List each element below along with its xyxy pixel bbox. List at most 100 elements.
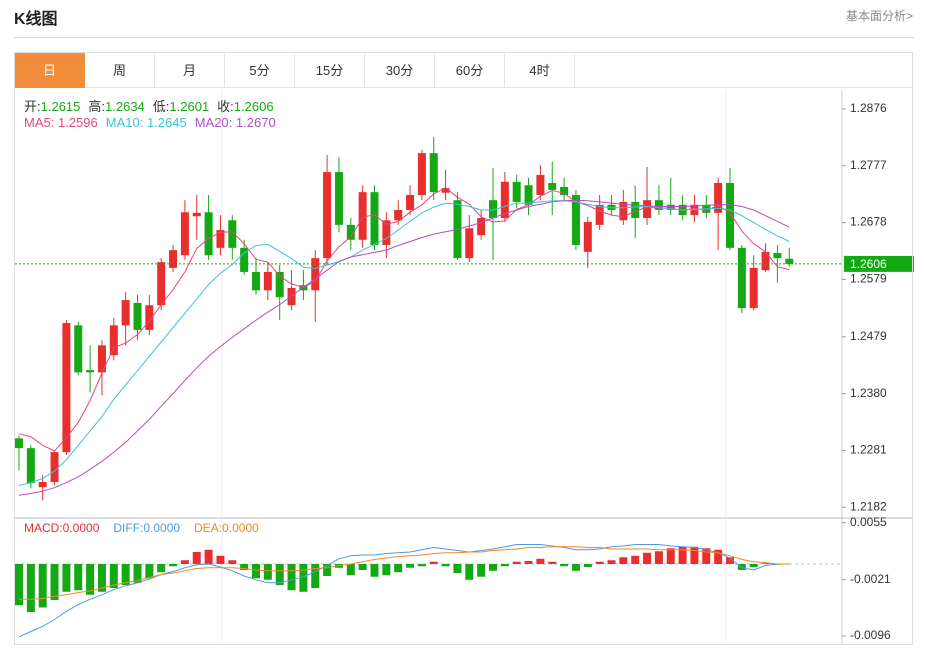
macd-legend-value: 0.0000 xyxy=(62,521,100,535)
period-tab[interactable]: 周 xyxy=(85,53,155,88)
macd-bar xyxy=(26,564,35,612)
candle-body xyxy=(192,212,201,217)
macd-bar xyxy=(453,564,462,573)
ohlc-name: 收: xyxy=(217,99,234,114)
macd-bar xyxy=(62,564,71,592)
ohlc-name: 开: xyxy=(24,99,41,114)
candle-body xyxy=(595,204,604,225)
macd-bar xyxy=(263,564,272,580)
page-title: K线图 xyxy=(14,11,58,28)
period-tab[interactable]: 30分 xyxy=(365,53,435,88)
macd-legend-item: MACD:0.0000 xyxy=(24,521,99,535)
ma-legend: MA5: 1.2596 MA10: 1.2645 MA20: 1.2670 xyxy=(24,115,276,130)
y-tick-label: 1.2579 xyxy=(850,272,887,286)
candle-body xyxy=(50,452,59,482)
ohlc-value: 1.2601 xyxy=(169,99,210,114)
period-tab[interactable]: 月 xyxy=(155,53,225,88)
last-price-tag xyxy=(844,255,914,272)
ma-name: MA5: xyxy=(24,115,55,130)
ohlc-value: 1.2606 xyxy=(233,99,274,114)
candle-body xyxy=(334,172,343,225)
candle-body xyxy=(394,209,403,221)
candle-body xyxy=(737,247,746,309)
period-tab[interactable]: 60分 xyxy=(435,53,505,88)
candle-body xyxy=(358,192,367,240)
macd-legend-name: DEA: xyxy=(194,521,223,535)
macd-legend-value: 0.0000 xyxy=(222,521,259,535)
macd-bar xyxy=(524,561,533,564)
macd-bar xyxy=(311,564,320,588)
candle-body xyxy=(62,323,71,453)
candle-body xyxy=(536,174,545,196)
ma-line xyxy=(18,200,790,486)
macd-legend-item: DIFF:0.0000 xyxy=(113,521,180,535)
ma-value: 1.2596 xyxy=(57,115,98,130)
candle-body xyxy=(465,228,474,259)
candle-body xyxy=(323,172,332,259)
candle-body xyxy=(441,188,450,193)
ohlc-value: 1.2615 xyxy=(40,99,81,114)
macd-y-tick-label: 0.0055 xyxy=(850,515,887,529)
candle-body xyxy=(785,258,794,264)
macd-bar xyxy=(441,564,450,567)
macd-y-tick-label: -0.0021 xyxy=(850,572,891,586)
macd-line xyxy=(19,546,790,600)
candle-body xyxy=(714,182,723,213)
header-divider xyxy=(14,37,914,38)
candle-body xyxy=(109,325,118,356)
ohlc-name: 高: xyxy=(88,99,106,114)
macd-bar xyxy=(180,560,189,564)
ma-item: MA5: 1.2596 xyxy=(24,115,98,130)
candle-body xyxy=(571,195,580,245)
macd-bar xyxy=(477,564,486,577)
macd-bar xyxy=(97,564,106,592)
macd-bar xyxy=(678,546,687,564)
candle-body xyxy=(121,300,130,326)
y-tick-label: 1.2777 xyxy=(850,158,887,172)
period-tab[interactable]: 日 xyxy=(15,53,85,88)
macd-bar xyxy=(702,548,711,564)
candle-body xyxy=(252,271,260,291)
macd-legend-item: DEA:0.0000 xyxy=(194,521,259,535)
ohlc-legend: 开:1.2615 高:1.2634 低:1.2601 收:1.2606 xyxy=(24,96,274,115)
macd-legend-name: DIFF: xyxy=(113,521,144,535)
macd-bar xyxy=(275,564,284,585)
macd-bar xyxy=(512,561,521,564)
candle-body xyxy=(406,195,415,210)
ma-line xyxy=(18,199,790,496)
period-tab[interactable]: 5分 xyxy=(225,53,295,88)
macd-bar xyxy=(157,564,166,573)
period-tab[interactable]: 4时 xyxy=(505,53,575,88)
ohlc-value: 1.2634 xyxy=(105,99,145,114)
macd-bar xyxy=(358,564,367,570)
y-tick-label: 1.2678 xyxy=(850,215,887,229)
ohlc-item: 开:1.2615 xyxy=(24,96,80,115)
candle-body xyxy=(97,345,106,373)
candle-body xyxy=(726,182,734,248)
fundamentals-link[interactable]: 基本面分析> xyxy=(845,9,913,23)
macd-bar xyxy=(726,557,734,564)
candle-body xyxy=(346,224,355,240)
candle-body xyxy=(145,305,154,330)
macd-legend: MACD:0.0000 DIFF:0.0000 DEA:0.0000 xyxy=(24,521,265,535)
candle-body xyxy=(157,262,166,306)
macd-bar xyxy=(133,564,142,583)
macd-bar xyxy=(643,552,652,564)
ma-value: 1.2670 xyxy=(235,115,276,130)
candle-body xyxy=(489,200,497,218)
candle-body xyxy=(240,247,249,272)
macd-bar xyxy=(548,561,557,564)
y-tick-label: 1.2380 xyxy=(850,386,887,400)
y-tick-label: 1.2182 xyxy=(850,499,887,513)
macd-bar xyxy=(382,564,391,576)
period-tab[interactable]: 15分 xyxy=(295,53,365,88)
macd-bar xyxy=(240,564,249,570)
candle-body xyxy=(560,186,569,196)
macd-bar xyxy=(346,564,355,576)
ma-name: MA10: xyxy=(105,115,144,130)
macd-bar xyxy=(204,549,213,564)
candle-body xyxy=(311,258,320,291)
macd-bar xyxy=(15,564,23,606)
